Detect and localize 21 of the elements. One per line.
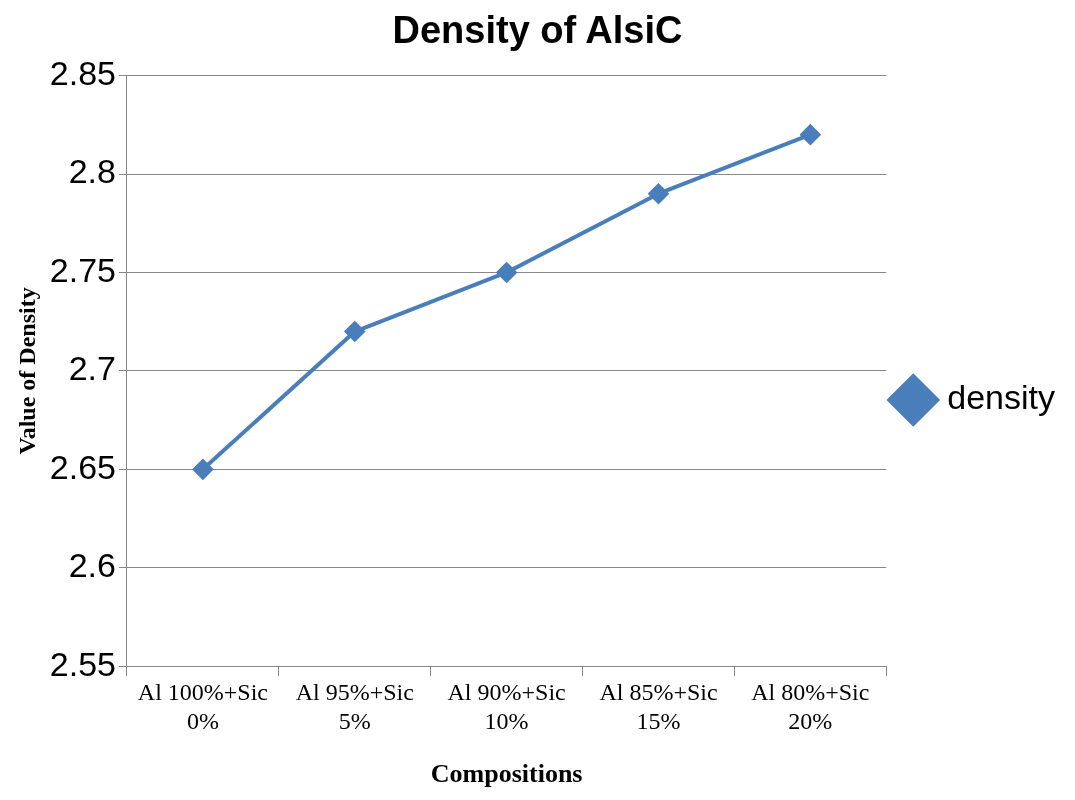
- point: [648, 183, 669, 204]
- x-tick-label: Al 80%+Sic 20%: [751, 678, 870, 734]
- y-tick-label: 2.75: [49, 250, 116, 289]
- point: [800, 124, 821, 145]
- y-tick-label: 2.65: [49, 447, 116, 486]
- x-axis-title: Compositions: [430, 759, 583, 789]
- y-axis-title: Value of Density: [13, 287, 40, 455]
- chart-title: Density of AlsiC: [392, 9, 683, 52]
- x-tick-label: Al 95%+Sic 5%: [295, 678, 414, 734]
- y-tick-label: 2.7: [68, 349, 116, 388]
- y-tick-label: 2.8: [68, 152, 116, 191]
- x-tick-label: Al 100%+Sic 0%: [137, 678, 269, 734]
- point: [192, 459, 213, 480]
- x-tick-label: Al 90%+Sic 10%: [447, 678, 566, 734]
- point: [344, 321, 365, 342]
- y-tick-label: 2.85: [49, 53, 116, 92]
- point: [496, 262, 517, 283]
- legend-label: density: [947, 378, 1056, 417]
- y-tick-label: 2.55: [49, 644, 116, 683]
- x-tick-label: Al 85%+Sic 15%: [599, 678, 718, 734]
- y-tick-label: 2.6: [68, 546, 116, 585]
